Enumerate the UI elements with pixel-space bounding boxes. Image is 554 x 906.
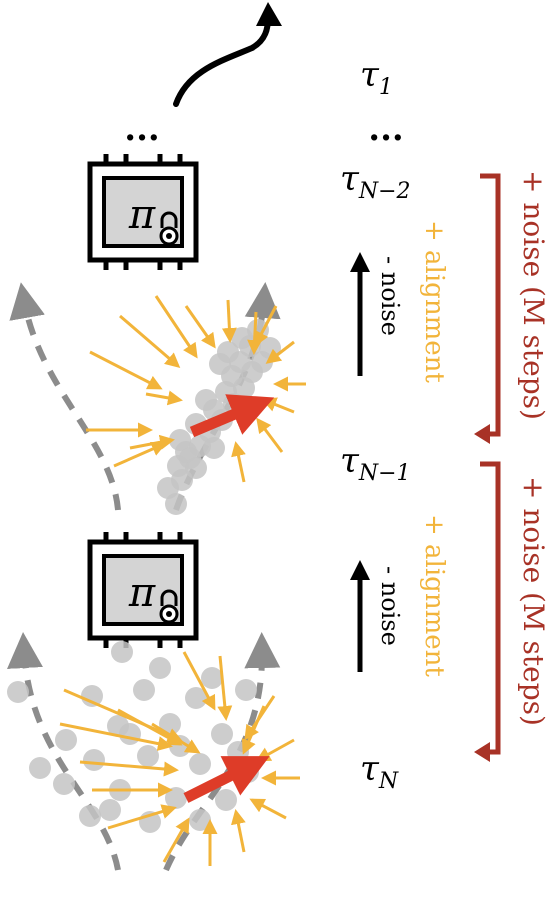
ellipsis-left: ... xyxy=(124,109,160,149)
alignment-arrow xyxy=(265,340,295,364)
svg-text:τN: τN xyxy=(360,749,399,794)
ellipsis-right: ... xyxy=(368,109,404,149)
sample-dot xyxy=(211,723,233,745)
svg-text:τ1: τ1 xyxy=(360,55,393,100)
mean-direction-arrow-upper xyxy=(189,394,275,438)
bracket-arrow-icon xyxy=(474,173,501,444)
mean-direction-arrow-lower xyxy=(183,756,270,803)
sample-dot xyxy=(53,773,75,795)
alignment-arrow xyxy=(113,441,167,468)
sample-dot xyxy=(189,809,211,831)
noise-steps-label-lower: + noise (M steps) xyxy=(517,476,550,726)
sample-dot xyxy=(137,745,159,767)
alignment-arrow xyxy=(162,817,190,863)
alignment-arrow xyxy=(249,798,287,820)
sample-dot xyxy=(215,789,237,811)
alignment-arrow xyxy=(117,708,183,746)
sample-dot xyxy=(7,681,29,703)
curved-arrow-icon xyxy=(173,2,282,107)
sample-dot xyxy=(99,799,121,821)
alignment-arrow xyxy=(79,760,179,777)
state-tau-1: τ1 xyxy=(360,55,393,100)
dashed-trajectory-left-lower xyxy=(7,632,121,871)
sample-dot xyxy=(227,741,249,763)
noise-steps-label-upper: + noise (M steps) xyxy=(517,170,550,420)
policy-symbol-top: π xyxy=(128,192,156,238)
minus-noise-label-upper: - noise xyxy=(376,256,404,336)
alignment-arrow xyxy=(129,434,175,450)
alignment-arrow xyxy=(231,441,246,483)
tau-n-sub: N xyxy=(378,769,399,794)
alignment-arrows-upper xyxy=(86,295,306,483)
lock-icon xyxy=(159,211,179,246)
sample-dot xyxy=(189,753,211,775)
alignment-label-lower: + alignment xyxy=(419,514,449,677)
sample-dot xyxy=(79,805,101,827)
bracket-arrow-icon-lower xyxy=(474,461,501,762)
minus-noise-label-lower: - noise xyxy=(376,566,404,646)
sample-dot xyxy=(55,729,77,751)
dashed-trajectory-left xyxy=(9,282,121,511)
sample-dot xyxy=(235,679,257,701)
svg-text:τN−2: τN−2 xyxy=(340,159,411,204)
alignment-arrow xyxy=(230,809,246,853)
sample-dot xyxy=(111,641,133,663)
sample-dot xyxy=(175,441,197,463)
alignment-arrow xyxy=(217,655,233,721)
alignment-arrow xyxy=(247,311,263,355)
sample-dot xyxy=(209,353,231,375)
tau-n-1-base: τ xyxy=(340,441,360,481)
sample-dot xyxy=(195,389,217,411)
alignment-arrow xyxy=(89,350,163,390)
sample-dot xyxy=(133,679,155,701)
alignment-arrow xyxy=(63,688,183,743)
alignment-arrow xyxy=(261,397,295,414)
upper-cluster xyxy=(9,282,306,515)
alignment-arrow xyxy=(151,722,201,754)
sample-dot xyxy=(119,723,141,745)
lower-cluster xyxy=(7,632,300,872)
tau-n-2-sub: N−2 xyxy=(358,179,411,204)
state-tau-n: τN xyxy=(360,749,399,794)
sample-dot xyxy=(149,657,171,679)
tau-n-2-base: τ xyxy=(340,159,360,199)
sample-dot xyxy=(81,685,103,707)
tau-n-1-sub: N−1 xyxy=(358,461,411,486)
alignment-arrow xyxy=(221,299,237,343)
sample-dot xyxy=(29,757,51,779)
tau-1-base: τ xyxy=(360,55,380,95)
alignment-arrow xyxy=(241,705,266,755)
alignment-arrow xyxy=(59,722,173,752)
alignment-arrow xyxy=(256,417,284,453)
state-tau-n-1: τN−1 xyxy=(340,441,411,486)
alignment-arrow xyxy=(145,390,183,406)
sample-dots-upper xyxy=(157,319,281,515)
sample-dot xyxy=(185,457,207,479)
state-tau-n-2: τN−2 xyxy=(340,159,411,204)
tau-n-base: τ xyxy=(360,749,380,789)
alignment-arrow xyxy=(255,738,295,762)
policy-symbol-bottom: π xyxy=(128,570,156,616)
alignment-arrow xyxy=(254,305,278,347)
policy-chip-icon: π xyxy=(87,154,199,270)
sample-dot xyxy=(185,687,207,709)
sample-dot xyxy=(83,749,105,771)
svg-text:τN−1: τN−1 xyxy=(340,441,411,486)
alignment-arrow xyxy=(182,651,216,711)
policy-chip-icon-bottom: π xyxy=(87,532,199,648)
alignment-label-upper: + alignment xyxy=(419,220,449,383)
alignment-arrow xyxy=(107,804,177,830)
sample-dot xyxy=(201,667,223,689)
tau-1-sub: 1 xyxy=(379,75,393,100)
lock-icon-bottom xyxy=(159,589,179,624)
alignment-arrows-lower xyxy=(59,651,300,866)
sample-dot xyxy=(203,437,225,459)
alignment-arrow xyxy=(119,314,181,368)
alignment-arrow xyxy=(154,295,198,359)
alignment-arrow xyxy=(184,305,216,349)
